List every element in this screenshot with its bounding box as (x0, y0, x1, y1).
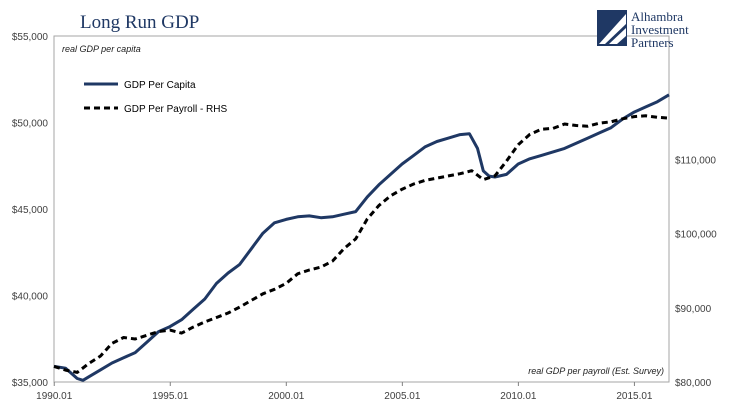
logo-line-2: Investment (631, 22, 689, 37)
plot-frame (53, 35, 670, 383)
logo-mark-icon (597, 10, 627, 46)
logo-mark-stripe-icon (609, 28, 626, 44)
alhambra-logo: Alhambra Investment Partners (597, 9, 689, 50)
logo-line-1: Alhambra (631, 9, 683, 24)
y-left-tick-label: $35,000 (12, 378, 49, 389)
y-left-tick-label: $50,000 (12, 119, 49, 130)
logo-line-3: Partners (631, 35, 674, 50)
y-left-tick-label: $45,000 (12, 205, 49, 216)
y-right-tick-label: $90,000 (675, 304, 712, 315)
legend-label-gdp-per-capita: GDP Per Capita (124, 80, 196, 91)
right-axis-note: real GDP per payroll (Est. Survey) (528, 366, 664, 376)
x-tick-label: 2000.01 (268, 391, 305, 402)
x-tick-label: 2010.01 (500, 391, 537, 402)
chart-title: Long Run GDP (80, 12, 199, 33)
y-right-tick-label: $100,000 (675, 230, 717, 241)
x-tick-label: 1990.01 (36, 391, 73, 402)
legend-label-gdp-per-payroll: GDP Per Payroll - RHS (124, 104, 228, 115)
y-left-tick-label: $40,000 (12, 292, 49, 303)
logo-mark-stripe-icon (599, 14, 626, 44)
y-right-tick-label: $80,000 (675, 378, 712, 389)
axes: 1990.01 1995.01 2000.01 2005.01 2010.01 2015.… (12, 32, 717, 402)
legend: GDP Per Capita GDP Per Payroll - RHS (84, 80, 228, 115)
y-right-tick-label: $110,000 (675, 156, 716, 167)
left-axis-note: real GDP per capita (62, 44, 141, 54)
series-line-gdp-per-capita (53, 93, 670, 382)
series-line-gdp-per-payroll (53, 114, 670, 374)
x-tick-label: 2015.01 (616, 391, 653, 402)
series (53, 93, 670, 382)
x-tick-label: 2005.01 (384, 391, 421, 402)
y-left-tick-label: $55,000 (12, 32, 49, 43)
x-tick-label: 1995.01 (152, 391, 189, 402)
